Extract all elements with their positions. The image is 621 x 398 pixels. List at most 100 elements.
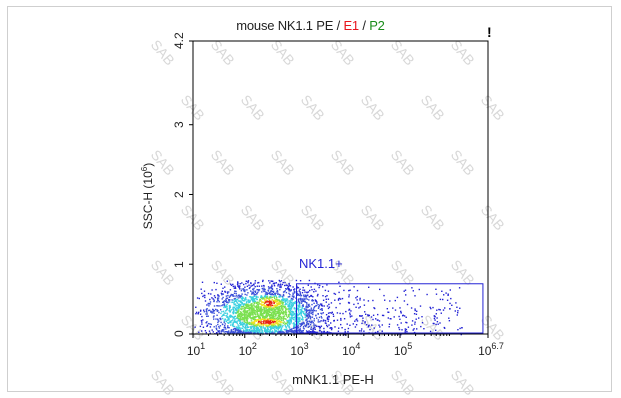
scatter-point [255,311,257,313]
scatter-point [331,327,333,330]
scatter-point [213,281,215,284]
scatter-point [228,307,231,309]
scatter-point [235,326,238,328]
scatter-point [273,312,275,314]
scatter-point [215,325,217,327]
scatter-point [282,324,284,327]
scatter-point [287,301,289,303]
scatter-point [359,315,361,317]
scatter-point [281,301,283,303]
scatter-point [224,312,227,314]
y-tick-label: 0 [172,330,186,338]
scatter-point [321,308,323,310]
scatter-point [375,318,377,320]
scatter-point [258,316,260,318]
scatter-point [388,311,390,313]
scatter-point [289,285,292,287]
scatter-point [305,294,307,297]
scatter-point [244,286,246,288]
scatter-point [254,316,256,318]
scatter-point [277,285,279,287]
scatter-point [249,313,251,316]
scatter-point [269,320,272,323]
scatter-point [267,314,269,316]
scatter-point [305,324,308,327]
scatter-point [270,304,272,307]
scatter-point [419,305,422,307]
scatter-point [339,302,341,305]
scatter-point [237,317,239,319]
scatter-point [461,327,463,329]
scatter-point [237,318,240,320]
scatter-point [273,300,275,302]
scatter-point [273,295,275,297]
scatter-point [235,312,237,314]
scatter-point [256,328,259,330]
scatter-point [297,320,300,322]
scatter-point [286,284,288,287]
scatter-point [230,316,233,318]
scatter-point [273,283,275,285]
scatter-point [333,320,335,322]
scatter-point [286,316,289,319]
scatter-point [277,306,279,308]
scatter-point [297,327,300,329]
scatter-point [251,306,254,308]
scatter-point [296,322,299,324]
scatter-point [204,294,206,297]
scatter-point [211,312,213,314]
scatter-point [288,310,291,312]
scatter-point [230,324,232,326]
scatter-point [292,318,295,321]
scatter-point [269,304,271,306]
scatter-point [260,312,263,315]
scatter-point [336,319,339,321]
scatter-point [225,305,227,307]
scatter-point [249,307,252,310]
scatter-point [221,294,223,296]
scatter-point [278,306,280,308]
scatter-point [278,310,280,312]
scatter-point [234,330,237,332]
scatter-point [317,313,319,315]
scatter-point [293,322,295,324]
scatter-point [289,328,291,331]
scatter-point [279,309,282,311]
scatter-point [232,283,234,286]
scatter-point [243,313,246,315]
scatter-point [265,325,268,327]
scatter-point [243,323,245,326]
scatter-point [269,323,271,325]
scatter-point [301,311,304,313]
scatter-point [270,311,272,313]
scatter-point [459,307,461,309]
scatter-point [334,293,337,295]
scatter-point [292,322,294,325]
scatter-point [288,320,290,322]
scatter-point [208,309,210,312]
scatter-point [276,302,278,304]
scatter-point [315,290,317,292]
scatter-point [288,292,290,295]
scatter-point [245,282,247,285]
scatter-point [242,317,244,319]
scatter-point [252,301,254,303]
scatter-point [296,329,298,332]
scatter-point [273,313,276,315]
scatter-point [220,331,223,333]
scatter-point [308,315,311,317]
scatter-point [306,302,308,304]
scatter-point [288,290,290,292]
scatter-point [281,283,284,286]
scatter-point [277,323,279,326]
scatter-point [319,327,321,329]
scatter-point [268,303,270,305]
scatter-point [326,325,329,328]
scatter-point [258,289,261,291]
scatter-point [287,315,290,318]
scatter-point [239,315,241,318]
scatter-point [285,332,287,335]
scatter-point [242,305,244,308]
scatter-point [405,316,407,318]
scatter-point [224,323,226,325]
